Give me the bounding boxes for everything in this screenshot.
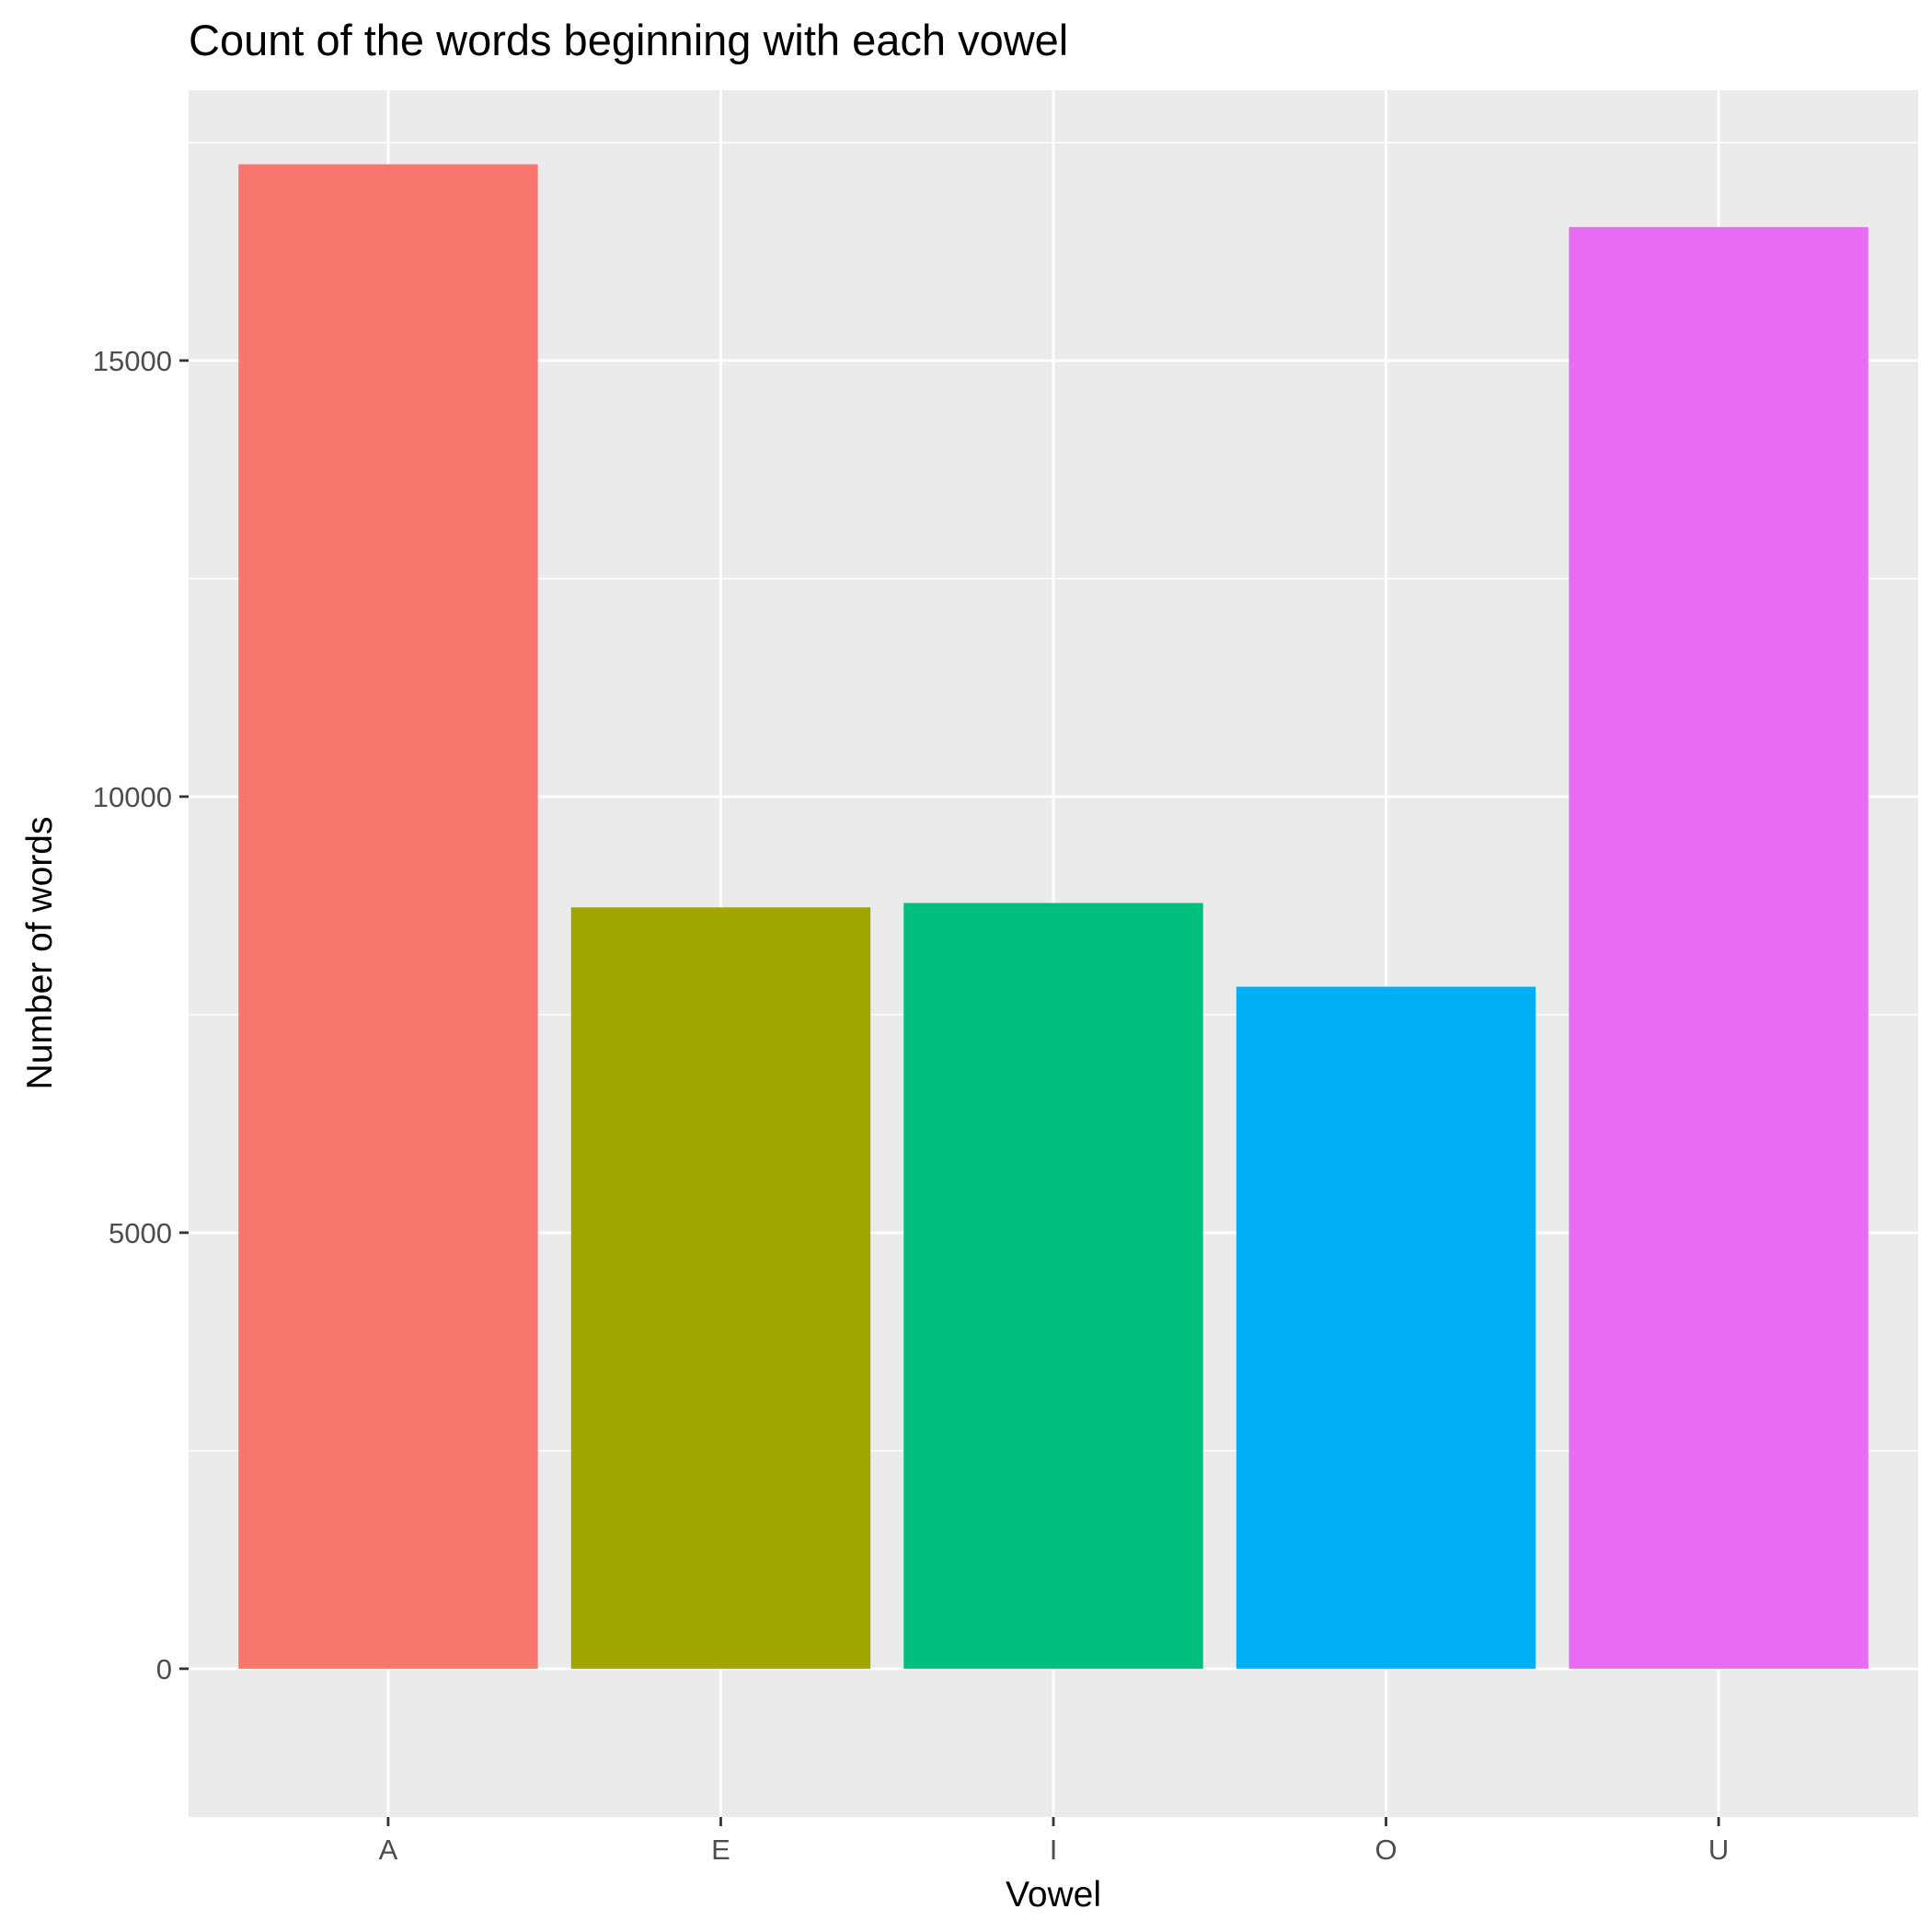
x-axis-title: Vowel bbox=[1006, 1875, 1101, 1915]
y-tick-label: 0 bbox=[156, 1653, 172, 1685]
y-tick-label: 15000 bbox=[93, 345, 172, 377]
bar-i bbox=[903, 903, 1203, 1669]
y-tick-label: 5000 bbox=[109, 1217, 172, 1249]
y-tick-label: 10000 bbox=[93, 781, 172, 813]
x-tick-label: A bbox=[379, 1834, 398, 1866]
x-tick-label: O bbox=[1374, 1834, 1397, 1866]
y-axis-title: Number of words bbox=[20, 817, 60, 1090]
x-tick-label: E bbox=[711, 1834, 730, 1866]
bar-u bbox=[1569, 226, 1869, 1669]
x-tick-label: I bbox=[1050, 1834, 1058, 1866]
axis-ticks: 0 5000 10000 15000 A E I O U bbox=[93, 345, 1729, 1866]
bar-a bbox=[238, 164, 538, 1669]
chart-title: Count of the words beginning with each v… bbox=[189, 16, 1068, 64]
bar-o bbox=[1236, 986, 1536, 1669]
x-tick-label: U bbox=[1708, 1834, 1729, 1866]
bar-e bbox=[570, 907, 871, 1669]
bars bbox=[238, 164, 1869, 1669]
